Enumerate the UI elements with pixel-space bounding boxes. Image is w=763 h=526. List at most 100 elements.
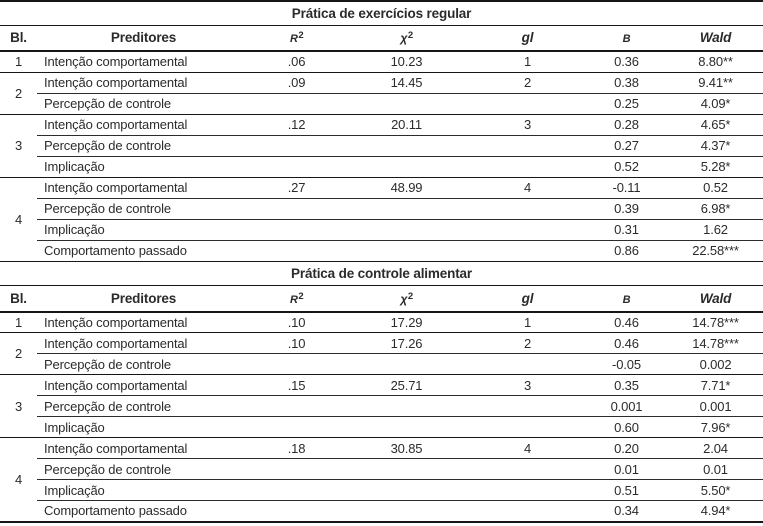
table-row: 2 Intenção comportamental .10 17.26 2 0.… <box>0 332 763 375</box>
table-row: Implicação 0.31 1.62 <box>0 218 763 240</box>
table-title: Prática de controle alimentar <box>0 261 763 286</box>
cell-r2: .15 <box>250 374 343 396</box>
table-row: Percepção de controle -0.05 0.002 <box>0 353 763 375</box>
cell-empty <box>470 134 585 156</box>
cell-gl: 1 <box>523 314 532 330</box>
cell-wald: 22.58*** <box>668 239 763 261</box>
table-row: Percepção de controle 0.001 0.001 <box>0 395 763 417</box>
table-row: Percepção de controle 0.25 4.09* <box>0 92 763 114</box>
cell-empty <box>470 218 585 240</box>
cell-empty <box>470 458 585 480</box>
cell-empty <box>470 395 585 417</box>
cell-gl: 4 <box>470 437 585 459</box>
cell-preditor: Intenção comportamental <box>44 54 188 70</box>
cell-b: 0.39 <box>585 197 668 219</box>
column-header-row: Bl. Preditores R2 χ2 gl B Wald <box>0 285 763 313</box>
table-row: 4 Intenção comportamental .18 30.85 4 0.… <box>0 437 763 522</box>
cell-preditor: Percepção de controle <box>37 395 250 417</box>
cell-b: 0.35 <box>585 374 668 396</box>
r-symbol: R <box>290 293 298 306</box>
cell-chi2: 48.99 <box>343 176 470 198</box>
cell-wald: 8.80** <box>698 54 733 70</box>
chi2-superscript: 2 <box>407 290 413 302</box>
cell-b: 0.36 <box>614 54 639 70</box>
table-row: 1 Intenção comportamental .06 10.23 1 0.… <box>0 51 763 72</box>
cell-preditor: Intenção comportamental <box>44 314 188 330</box>
cell-chi2: 17.26 <box>343 332 470 354</box>
col-header-wald: Wald <box>668 25 763 52</box>
cell-empty <box>343 353 470 375</box>
cell-b: 0.20 <box>585 437 668 459</box>
chi2-superscript: 2 <box>407 30 413 42</box>
cell-wald: 5.50* <box>668 479 763 501</box>
cell-preditor: Intenção comportamental <box>37 437 250 459</box>
cell-preditor: Intenção comportamental <box>37 332 250 354</box>
cell-gl: 3 <box>470 113 585 135</box>
cell-b: 0.001 <box>585 395 668 417</box>
block-number: 2 <box>0 332 37 375</box>
table-row: 1 Intenção comportamental .10 17.29 1 0.… <box>0 312 763 333</box>
table-title-row: Prática de controle alimentar <box>0 261 763 286</box>
table-row: 3 Intenção comportamental .15 25.71 3 0.… <box>0 374 763 438</box>
cell-empty <box>343 395 470 417</box>
cell-empty <box>250 395 343 417</box>
cell-r2: .06 <box>287 54 306 70</box>
cell-wald: 14.78*** <box>668 332 763 354</box>
b-symbol: B <box>622 33 631 46</box>
cell-b: 0.31 <box>585 218 668 240</box>
cell-empty <box>343 479 470 501</box>
r2-superscript: 2 <box>298 290 304 302</box>
table-title-row: Prática de exercícios regular <box>0 1 763 26</box>
cell-chi2: 17.29 <box>390 314 423 330</box>
cell-r2: .27 <box>250 176 343 198</box>
cell-empty <box>250 92 343 114</box>
cell-b: 0.28 <box>585 113 668 135</box>
cell-r2: .18 <box>250 437 343 459</box>
cell-wald: 4.65* <box>668 113 763 135</box>
table-title: Prática de exercícios regular <box>0 1 763 26</box>
cell-b: 0.27 <box>585 134 668 156</box>
cell-empty <box>250 155 343 177</box>
cell-empty <box>343 500 470 522</box>
col-header-gl: gl <box>470 285 585 313</box>
col-header-r2: R2 <box>250 285 343 313</box>
col-header-bl: Bl. <box>0 285 37 313</box>
cell-wald: 0.002 <box>668 353 763 375</box>
cell-b: -0.11 <box>585 176 668 198</box>
cell-wald: 0.01 <box>668 458 763 480</box>
cell-empty <box>343 134 470 156</box>
cell-empty <box>343 416 470 438</box>
cell-b: 0.01 <box>585 458 668 480</box>
block-number: 3 <box>0 113 37 177</box>
cell-empty <box>250 239 343 261</box>
r-symbol: R <box>290 33 298 46</box>
cell-chi2: 25.71 <box>343 374 470 396</box>
col-header-chi2: χ2 <box>343 285 470 313</box>
table-exercicios-regular: Prática de exercícios regular Bl. Predit… <box>0 0 763 262</box>
cell-preditor: Intenção comportamental <box>37 176 250 198</box>
cell-empty <box>470 92 585 114</box>
cell-preditor: Percepção de controle <box>37 353 250 375</box>
b-symbol: B <box>622 293 631 306</box>
cell-wald: 14.78*** <box>692 314 739 330</box>
block-number: 2 <box>0 71 37 114</box>
table-row: Percepção de controle 0.27 4.37* <box>0 134 763 156</box>
table-row: Implicação 0.52 5.28* <box>0 155 763 177</box>
cell-empty <box>343 218 470 240</box>
cell-wald: 9.41** <box>668 71 763 93</box>
cell-wald: 6.98* <box>668 197 763 219</box>
cell-empty <box>250 416 343 438</box>
cell-preditor: Implicação <box>37 479 250 501</box>
cell-preditor: Percepção de controle <box>37 134 250 156</box>
cell-empty <box>470 479 585 501</box>
table-row: Percepção de controle 0.39 6.98* <box>0 197 763 219</box>
cell-empty <box>343 155 470 177</box>
col-header-preditores: Preditores <box>37 285 250 313</box>
cell-wald: 4.94* <box>668 500 763 522</box>
cell-b: 0.46 <box>614 314 639 330</box>
cell-r2: .10 <box>250 332 343 354</box>
cell-preditor: Percepção de controle <box>37 197 250 219</box>
cell-empty <box>250 353 343 375</box>
cell-b: 0.86 <box>585 239 668 261</box>
